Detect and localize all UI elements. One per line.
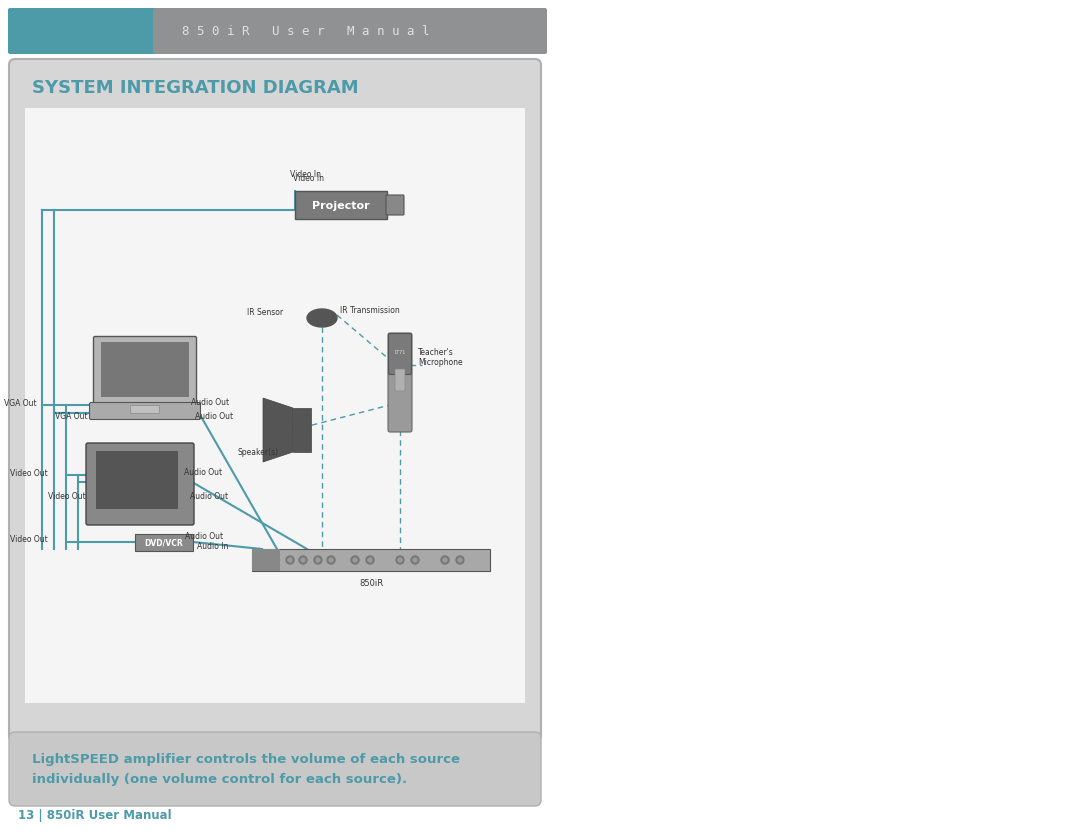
Text: Projector: Projector bbox=[312, 201, 369, 211]
Text: Teacher's
Microphone: Teacher's Microphone bbox=[418, 348, 462, 368]
Circle shape bbox=[288, 558, 292, 562]
Circle shape bbox=[327, 556, 335, 564]
FancyBboxPatch shape bbox=[90, 403, 201, 420]
Text: Audio Out: Audio Out bbox=[195, 412, 233, 421]
Text: SYSTEM INTEGRATION DIAGRAM: SYSTEM INTEGRATION DIAGRAM bbox=[32, 79, 359, 97]
Text: Audio Out: Audio Out bbox=[184, 468, 222, 476]
Text: Audio Out: Audio Out bbox=[185, 532, 224, 541]
Circle shape bbox=[353, 558, 357, 562]
FancyBboxPatch shape bbox=[153, 8, 546, 54]
Text: VGA Out: VGA Out bbox=[4, 399, 37, 408]
Text: Video Out: Video Out bbox=[10, 469, 48, 478]
FancyBboxPatch shape bbox=[293, 408, 311, 452]
FancyBboxPatch shape bbox=[9, 59, 541, 741]
Circle shape bbox=[443, 558, 447, 562]
Text: DVD/VCR: DVD/VCR bbox=[145, 538, 184, 547]
Circle shape bbox=[413, 558, 417, 562]
Circle shape bbox=[399, 558, 402, 562]
FancyBboxPatch shape bbox=[96, 451, 178, 509]
Text: 8 5 0 i R   U s e r   M a n u a l: 8 5 0 i R U s e r M a n u a l bbox=[183, 24, 430, 38]
Text: Audio Out: Audio Out bbox=[191, 398, 229, 406]
FancyBboxPatch shape bbox=[9, 732, 541, 806]
Text: 13 | 850iR User Manual: 13 | 850iR User Manual bbox=[18, 808, 172, 821]
Circle shape bbox=[366, 556, 374, 564]
Text: individually (one volume control for each source).: individually (one volume control for eac… bbox=[32, 773, 407, 786]
Circle shape bbox=[396, 556, 404, 564]
FancyBboxPatch shape bbox=[8, 8, 160, 54]
Circle shape bbox=[456, 556, 464, 564]
FancyBboxPatch shape bbox=[102, 342, 189, 397]
FancyBboxPatch shape bbox=[389, 334, 411, 374]
Text: Video In: Video In bbox=[293, 174, 324, 183]
Polygon shape bbox=[264, 398, 293, 462]
Text: VGA Out: VGA Out bbox=[55, 412, 87, 421]
FancyBboxPatch shape bbox=[131, 405, 160, 414]
FancyBboxPatch shape bbox=[395, 369, 405, 391]
FancyBboxPatch shape bbox=[86, 443, 194, 525]
Text: Video Out: Video Out bbox=[10, 535, 48, 545]
Circle shape bbox=[411, 556, 419, 564]
Ellipse shape bbox=[307, 309, 337, 327]
FancyBboxPatch shape bbox=[135, 534, 193, 551]
Circle shape bbox=[314, 556, 322, 564]
Text: LT71: LT71 bbox=[394, 349, 406, 354]
Circle shape bbox=[316, 558, 320, 562]
FancyBboxPatch shape bbox=[295, 191, 387, 219]
Circle shape bbox=[368, 558, 372, 562]
FancyBboxPatch shape bbox=[386, 195, 404, 215]
Text: Video In: Video In bbox=[291, 170, 321, 179]
FancyBboxPatch shape bbox=[25, 108, 525, 703]
Circle shape bbox=[301, 558, 305, 562]
Circle shape bbox=[441, 556, 449, 564]
Circle shape bbox=[329, 558, 333, 562]
FancyBboxPatch shape bbox=[252, 549, 280, 571]
Circle shape bbox=[299, 556, 307, 564]
Text: Audio In: Audio In bbox=[197, 542, 228, 551]
Text: Video Out: Video Out bbox=[48, 492, 85, 501]
Text: Speaker(s): Speaker(s) bbox=[237, 448, 279, 457]
FancyBboxPatch shape bbox=[94, 336, 197, 404]
Text: 850iR: 850iR bbox=[359, 579, 383, 588]
FancyBboxPatch shape bbox=[388, 333, 411, 432]
Text: LightSPEED amplifier controls the volume of each source: LightSPEED amplifier controls the volume… bbox=[32, 753, 460, 766]
Circle shape bbox=[351, 556, 359, 564]
Text: Audio Out: Audio Out bbox=[190, 492, 228, 501]
Circle shape bbox=[286, 556, 294, 564]
Text: IR Sensor: IR Sensor bbox=[247, 308, 283, 317]
Text: IR Transmission: IR Transmission bbox=[340, 306, 400, 315]
Circle shape bbox=[458, 558, 462, 562]
FancyBboxPatch shape bbox=[252, 549, 490, 571]
